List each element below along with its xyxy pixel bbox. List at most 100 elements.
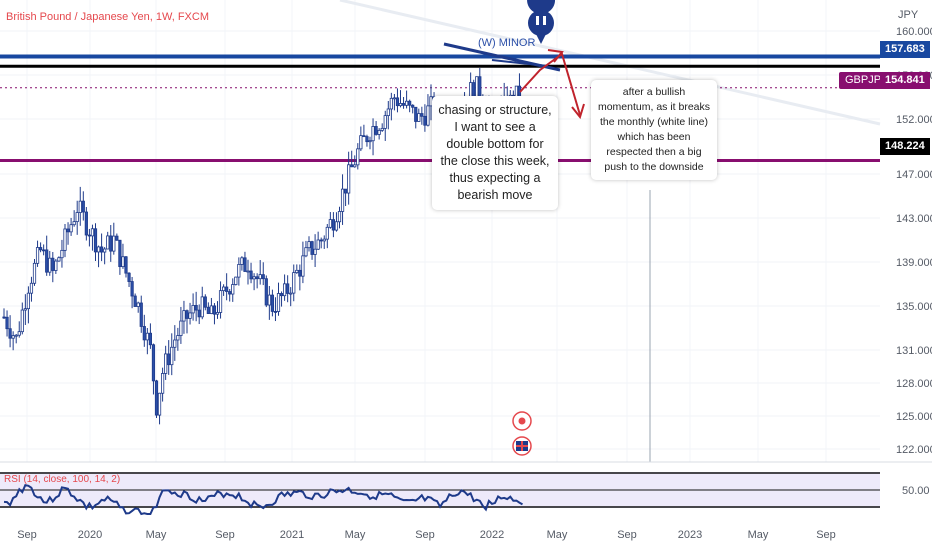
candle-body — [343, 188, 348, 194]
y-tick-label: 128.000 — [896, 378, 932, 390]
candle-body — [475, 76, 479, 99]
arrow-head-up — [547, 49, 564, 63]
y-tick-label: 160.000 — [896, 26, 932, 38]
candle-body — [194, 305, 198, 311]
minor-wedge-lower[interactable] — [491, 59, 549, 67]
candle-body — [276, 293, 281, 312]
candle-body — [252, 276, 256, 280]
candle-body — [411, 104, 415, 108]
candle-body — [404, 100, 409, 106]
candle-body — [206, 306, 210, 314]
note-left[interactable]: chasing or structure, I want to see a do… — [432, 96, 558, 210]
arrow-head-down — [571, 103, 585, 120]
rsi-line — [3, 483, 524, 516]
candle-body — [188, 312, 192, 319]
event-icon[interactable] — [512, 411, 532, 431]
candle-body — [106, 235, 110, 250]
candle-body — [392, 97, 397, 100]
candle-body — [371, 126, 375, 142]
candle-body — [127, 272, 131, 282]
y-tick-label: 152.000 — [896, 114, 932, 126]
candle-body — [289, 292, 293, 295]
candle-body — [48, 257, 52, 273]
candle-body — [11, 335, 15, 339]
candle-body — [331, 219, 336, 231]
candle-body — [292, 272, 296, 294]
price-axis[interactable]: 160.000156.000152.000147.000143.000139.0… — [896, 26, 932, 456]
candle-body — [203, 296, 207, 308]
candle-body — [347, 164, 351, 194]
candle-body — [408, 100, 412, 106]
candle-body — [313, 248, 317, 255]
candle-body — [212, 305, 217, 315]
candle-body — [133, 295, 137, 307]
candle-body — [157, 392, 162, 416]
candle-body — [255, 276, 259, 280]
candle-body — [51, 257, 55, 271]
projection-arrows[interactable] — [519, 52, 581, 116]
candle-body — [368, 140, 372, 143]
candle-body — [310, 241, 314, 255]
candle-body — [66, 228, 70, 233]
rsi-legend[interactable]: RSI (14, close, 100, 14, 2) — [4, 474, 121, 485]
candle-body — [173, 339, 177, 348]
x-tick-label: Sep — [617, 529, 637, 541]
candle-body — [54, 260, 58, 271]
x-tick-label: Sep — [415, 529, 435, 541]
candle-body — [72, 221, 76, 226]
candle-body — [112, 235, 116, 252]
candle-body — [69, 224, 73, 233]
candle-body — [340, 188, 345, 212]
x-tick-label: 2022 — [480, 529, 504, 541]
candle-body — [45, 249, 49, 273]
candle-body — [218, 290, 223, 313]
candle-body — [182, 310, 186, 322]
candle-body — [246, 270, 250, 273]
candle-body — [93, 228, 98, 253]
candle-body — [176, 335, 180, 341]
candle-body — [426, 105, 430, 126]
candle-body — [398, 103, 403, 107]
candle-body — [258, 274, 262, 280]
monthly-trendline[interactable] — [339, 0, 881, 126]
candle-body — [29, 282, 34, 294]
plot-background — [0, 0, 880, 550]
candle-body — [26, 292, 31, 310]
candle-body — [362, 135, 366, 138]
x-tick-label: May — [345, 529, 366, 541]
candle-body — [17, 331, 21, 336]
candle-body — [90, 228, 95, 237]
candle-body — [14, 334, 18, 337]
candle-body — [386, 108, 390, 117]
note-right[interactable]: after a bullish momentum, as it breaks t… — [591, 80, 717, 180]
upper-level-badge: 157.683 — [880, 41, 930, 58]
candle-body — [179, 320, 183, 336]
candle-body — [200, 296, 204, 318]
candle-body — [103, 248, 107, 253]
candle-body — [60, 249, 64, 259]
candle-body — [167, 353, 171, 366]
candle-body — [478, 76, 482, 99]
candle-body — [23, 308, 27, 311]
candle-body — [264, 278, 268, 306]
symbol-title[interactable]: British Pound / Japanese Yen, 1W, FXCM — [6, 11, 210, 23]
candle-body — [39, 247, 43, 251]
candle-body — [237, 264, 241, 278]
pin-icon[interactable] — [527, 0, 556, 44]
uk-flag-icon[interactable] — [512, 436, 532, 456]
candle-body — [42, 249, 46, 252]
candle-body — [307, 241, 311, 249]
y-tick-label: 131.000 — [896, 345, 932, 357]
x-tick-label: 2023 — [678, 529, 702, 541]
candle-body — [109, 235, 113, 252]
candle-body — [282, 283, 287, 297]
time-axis[interactable]: Sep 2020 May Sep 2021 May Sep 2022 May Sep 2023 May… — [17, 529, 836, 541]
candle-body — [286, 283, 290, 294]
candle-body — [304, 247, 308, 257]
support-level-badge: 148.224 — [880, 138, 930, 155]
candle-body — [63, 228, 67, 251]
candle-body — [395, 97, 400, 107]
y-tick-label: 139.000 — [896, 257, 932, 269]
candle-body — [295, 269, 299, 274]
